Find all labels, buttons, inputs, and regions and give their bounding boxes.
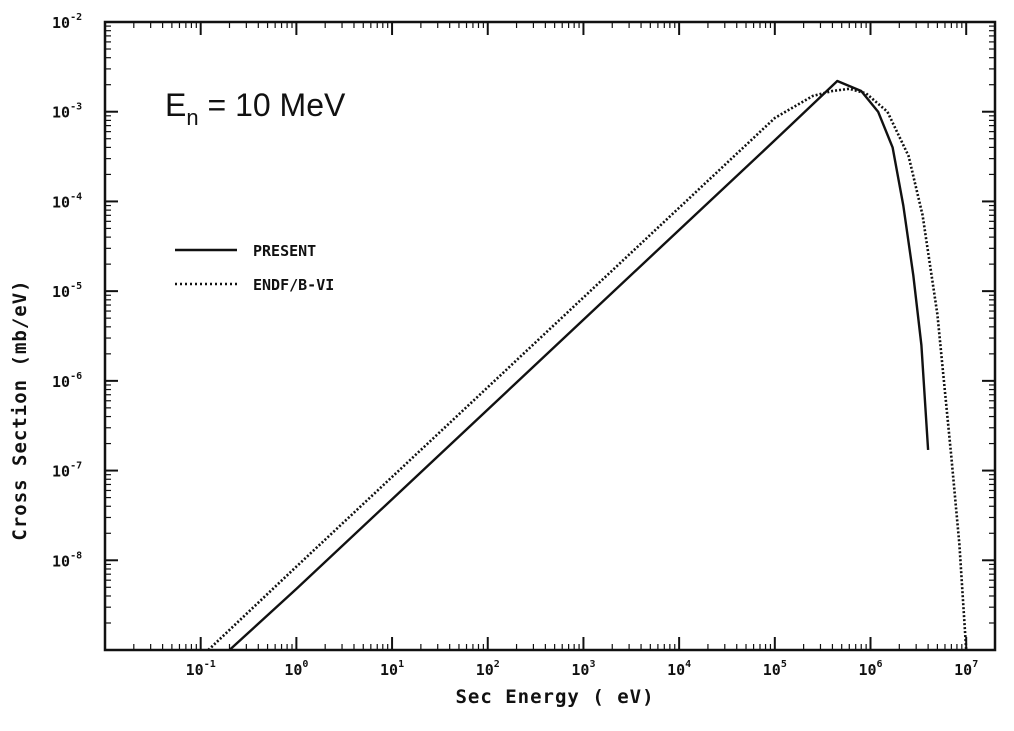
data-point-endf-b-vi xyxy=(831,90,833,92)
data-point-present xyxy=(391,498,393,500)
y-tick-label: 10-5 xyxy=(52,281,82,301)
annotation-rest: = 10 MeV xyxy=(199,87,346,123)
data-point-present xyxy=(295,588,297,590)
data-point-endf-b-vi xyxy=(886,111,888,113)
data-point-present xyxy=(927,449,929,451)
x-tick-label: 103 xyxy=(571,659,595,679)
data-point-present xyxy=(228,649,230,651)
data-point-endf-b-vi xyxy=(965,649,967,651)
data-point-endf-b-vi xyxy=(295,565,297,567)
data-point-present xyxy=(774,139,776,141)
y-axis-label: Cross Section (mb/eV) xyxy=(9,279,31,540)
legend: PRESENT ENDF/B-VI xyxy=(175,242,334,294)
data-point-present xyxy=(920,344,922,346)
data-point-endf-b-vi xyxy=(907,155,909,157)
data-point-present xyxy=(877,111,879,113)
x-tick-label: 104 xyxy=(667,659,691,679)
data-point-endf-b-vi xyxy=(774,117,776,119)
x-tick-labels: 10-1 100 101 102 103 104 105 106 107 xyxy=(186,659,979,679)
plot-frame xyxy=(103,20,997,652)
x-tick-label: 106 xyxy=(858,659,882,679)
x-tick-label: 101 xyxy=(380,659,404,679)
data-point-endf-b-vi xyxy=(958,543,960,545)
data-point-endf-b-vi xyxy=(921,214,923,216)
legend-label-present: PRESENT xyxy=(253,242,316,260)
x-tick-label: 107 xyxy=(954,659,978,679)
data-point-endf-b-vi xyxy=(865,92,867,94)
data-point-present xyxy=(678,229,680,231)
annotation-main: E xyxy=(165,87,186,123)
data-point-endf-b-vi xyxy=(812,95,814,97)
series-layer xyxy=(207,79,968,651)
y-tick-label: 10-3 xyxy=(52,102,82,122)
series-line-present xyxy=(228,79,930,651)
x-axis-label: Sec Energy ( eV) xyxy=(455,686,654,708)
data-point-endf-b-vi xyxy=(207,649,209,651)
legend-label-endf: ENDF/B-VI xyxy=(253,276,334,294)
data-point-present xyxy=(891,146,893,148)
data-point-endf-b-vi xyxy=(391,476,393,478)
x-tick-label: 100 xyxy=(284,659,308,679)
data-point-present xyxy=(582,319,584,321)
data-point-endf-b-vi xyxy=(936,313,938,315)
y-tick-labels: 10-2 10-3 10-4 10-5 10-6 10-7 10-8 xyxy=(52,12,82,570)
data-point-present xyxy=(902,204,904,206)
y-tick-label: 10-4 xyxy=(52,191,82,211)
data-point-endf-b-vi xyxy=(678,207,680,209)
annotation-sub: n xyxy=(186,105,198,130)
x-tick-label: 105 xyxy=(763,659,787,679)
y-tick-label: 10-2 xyxy=(52,12,82,32)
data-point-present xyxy=(836,80,838,82)
annotation: En = 10 MeV xyxy=(165,87,346,130)
data-point-present xyxy=(487,408,489,410)
data-point-present xyxy=(912,274,914,276)
data-point-endf-b-vi xyxy=(848,88,850,90)
x-tick-label: 102 xyxy=(476,659,500,679)
y-tick-label: 10-8 xyxy=(52,550,82,570)
data-point-endf-b-vi xyxy=(582,296,584,298)
data-point-endf-b-vi xyxy=(487,386,489,388)
minor-ticks xyxy=(105,22,995,650)
y-tick-label: 10-7 xyxy=(52,461,82,481)
data-point-endf-b-vi xyxy=(950,456,952,458)
series-line-endf-b-vi xyxy=(207,87,968,651)
y-tick-label: 10-6 xyxy=(52,371,82,391)
x-tick-label: 10-1 xyxy=(186,659,216,679)
